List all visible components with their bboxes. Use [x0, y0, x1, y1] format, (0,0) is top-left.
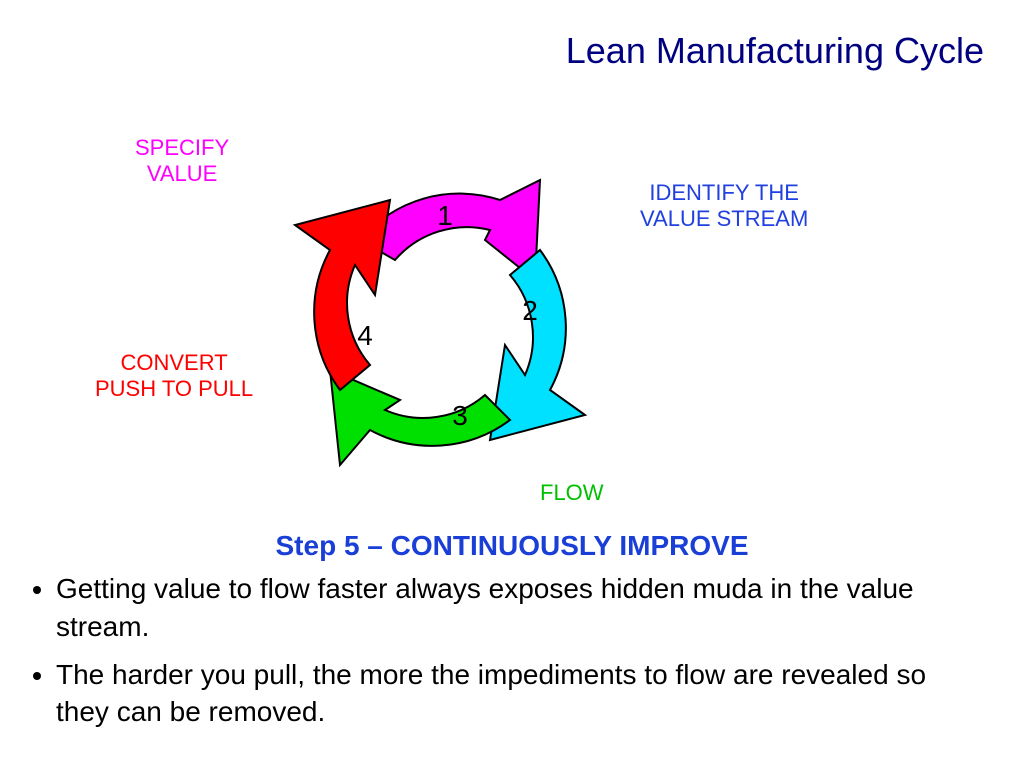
svg-text:4: 4 [357, 320, 373, 351]
bullet-item: The harder you pull, the more the impedi… [56, 656, 984, 732]
svg-text:3: 3 [452, 400, 468, 431]
bullet-item: Getting value to flow faster always expo… [56, 570, 984, 646]
page-title: Lean Manufacturing Cycle [0, 30, 984, 72]
step5-heading: Step 5 – CONTINUOUSLY IMPROVE [0, 530, 1024, 562]
arrow-label-2: IDENTIFY THE VALUE STREAM [640, 180, 808, 233]
cycle-diagram: 1 2 3 4 [240, 120, 640, 520]
bullet-list: Getting value to flow faster always expo… [28, 570, 984, 741]
svg-text:2: 2 [522, 295, 538, 326]
svg-text:1: 1 [437, 200, 453, 231]
cycle-arrow-2: 2 [490, 250, 585, 440]
arrow-label-1: SPECIFY VALUE [135, 135, 229, 188]
cycle-arrow-4: 4 [295, 200, 390, 390]
cycle-arrow-3: 3 [330, 370, 510, 465]
arrow-label-4: CONVERT PUSH TO PULL [95, 350, 253, 403]
cycle-arrow-1: 1 [360, 180, 540, 280]
